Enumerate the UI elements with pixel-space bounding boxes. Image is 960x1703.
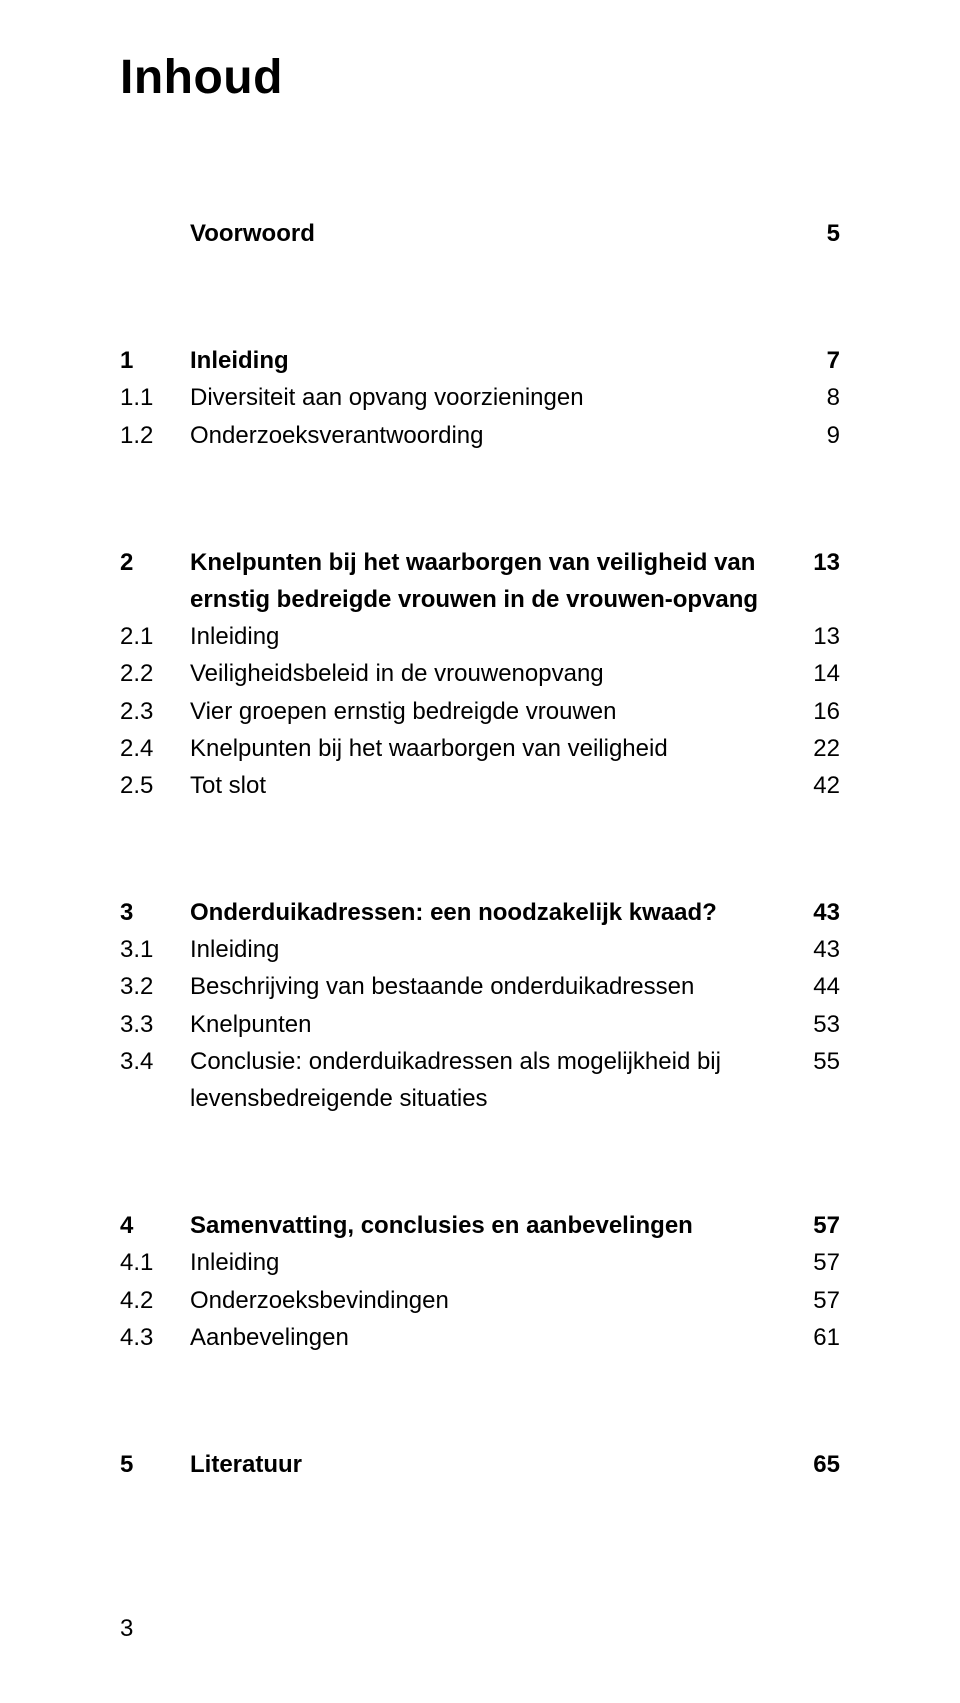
toc-entry-page: 14 bbox=[790, 655, 840, 692]
toc-entry-page: 43 bbox=[790, 894, 840, 931]
toc-entry-number: 3.2 bbox=[120, 968, 190, 1005]
toc-entry-label: Inleiding bbox=[190, 931, 790, 968]
toc-entry-number: 2.5 bbox=[120, 767, 190, 804]
toc-entry-label: Vier groepen ernstig bedreigde vrouwen bbox=[190, 693, 790, 730]
toc-entry-page: 55 bbox=[790, 1043, 840, 1080]
toc-entry-label: Onderduikadressen: een noodzakelijk kwaa… bbox=[190, 894, 790, 931]
toc-entry-page: 43 bbox=[790, 931, 840, 968]
page-number: 3 bbox=[120, 1615, 133, 1643]
toc-entry: 1Inleiding7 bbox=[120, 342, 840, 379]
toc-entry: 3Onderduikadressen: een noodzakelijk kwa… bbox=[120, 894, 840, 931]
toc-entry-label: Voorwoord bbox=[190, 215, 790, 252]
toc-entry-label: Samenvatting, conclusies en aanbevelinge… bbox=[190, 1207, 790, 1244]
toc-entry-label: Literatuur bbox=[190, 1446, 790, 1483]
toc-entry: Voorwoord5 bbox=[120, 215, 840, 252]
toc-entry-number: 1.1 bbox=[120, 379, 190, 416]
toc-entry-page: 61 bbox=[790, 1319, 840, 1356]
toc-entry-number: 3.3 bbox=[120, 1006, 190, 1043]
toc-entry-number: 4.2 bbox=[120, 1282, 190, 1319]
toc-entry-page: 22 bbox=[790, 730, 840, 767]
toc-entry-page: 44 bbox=[790, 968, 840, 1005]
toc-section: 2Knelpunten bij het waarborgen van veili… bbox=[120, 544, 840, 804]
toc-section: 5Literatuur65 bbox=[120, 1446, 840, 1483]
toc-entry: 2.3Vier groepen ernstig bedreigde vrouwe… bbox=[120, 693, 840, 730]
toc-entry-label: Knelpunten bbox=[190, 1006, 790, 1043]
toc-entry-page: 57 bbox=[790, 1207, 840, 1244]
toc-entry-page: 9 bbox=[790, 417, 840, 454]
toc-entry-label: Tot slot bbox=[190, 767, 790, 804]
toc-entry: 3.1Inleiding43 bbox=[120, 931, 840, 968]
toc-entry-label: Knelpunten bij het waarborgen van veilig… bbox=[190, 544, 790, 618]
toc-entry-number: 2 bbox=[120, 544, 190, 581]
toc-entry: 5Literatuur65 bbox=[120, 1446, 840, 1483]
toc-entry-number: 5 bbox=[120, 1446, 190, 1483]
toc-entry-number: 4.1 bbox=[120, 1244, 190, 1281]
toc-entry-label: Veiligheidsbeleid in de vrouwenopvang bbox=[190, 655, 790, 692]
toc-entry-label: Beschrijving van bestaande onderduikadre… bbox=[190, 968, 790, 1005]
toc-entry-label: Inleiding bbox=[190, 618, 790, 655]
toc-entry-number: 3.1 bbox=[120, 931, 190, 968]
toc-entry-label: Aanbevelingen bbox=[190, 1319, 790, 1356]
toc-entry-label: Onderzoeksbevindingen bbox=[190, 1282, 790, 1319]
toc-entry-number: 3 bbox=[120, 894, 190, 931]
toc-entry-label: Knelpunten bij het waarborgen van veilig… bbox=[190, 730, 790, 767]
toc-section: 1Inleiding71.1Diversiteit aan opvang voo… bbox=[120, 342, 840, 454]
toc-entry-page: 5 bbox=[790, 215, 840, 252]
toc-entry-number: 1.2 bbox=[120, 417, 190, 454]
toc-entry-page: 57 bbox=[790, 1282, 840, 1319]
toc-entry: 4.1Inleiding57 bbox=[120, 1244, 840, 1281]
toc-entry-label: Diversiteit aan opvang voorzieningen bbox=[190, 379, 790, 416]
toc-entry: 4.2Onderzoeksbevindingen57 bbox=[120, 1282, 840, 1319]
toc-entry: 3.4Conclusie: onderduikadressen als moge… bbox=[120, 1043, 840, 1117]
toc-entry: 4.3Aanbevelingen61 bbox=[120, 1319, 840, 1356]
page-title: Inhoud bbox=[120, 50, 840, 105]
toc-entry: 2Knelpunten bij het waarborgen van veili… bbox=[120, 544, 840, 618]
toc-entry-page: 42 bbox=[790, 767, 840, 804]
toc-entry-label: Onderzoeksverantwoording bbox=[190, 417, 790, 454]
toc-entry-page: 13 bbox=[790, 544, 840, 581]
toc-entry-number: 2.3 bbox=[120, 693, 190, 730]
toc-entry-page: 16 bbox=[790, 693, 840, 730]
toc-entry-number: 1 bbox=[120, 342, 190, 379]
toc-entry-page: 53 bbox=[790, 1006, 840, 1043]
toc-entry: 3.2Beschrijving van bestaande onderduika… bbox=[120, 968, 840, 1005]
toc-body: Voorwoord51Inleiding71.1Diversiteit aan … bbox=[120, 215, 840, 1483]
toc-entry: 2.1Inleiding13 bbox=[120, 618, 840, 655]
toc-entry-number: 2.4 bbox=[120, 730, 190, 767]
toc-entry-page: 57 bbox=[790, 1244, 840, 1281]
toc-entry: 4Samenvatting, conclusies en aanbeveling… bbox=[120, 1207, 840, 1244]
toc-entry-page: 13 bbox=[790, 618, 840, 655]
toc-entry: 2.2Veiligheidsbeleid in de vrouwenopvang… bbox=[120, 655, 840, 692]
toc-entry: 1.2Onderzoeksverantwoording9 bbox=[120, 417, 840, 454]
toc-section: 3Onderduikadressen: een noodzakelijk kwa… bbox=[120, 894, 840, 1117]
toc-entry-page: 65 bbox=[790, 1446, 840, 1483]
toc-entry-page: 7 bbox=[790, 342, 840, 379]
toc-entry: 2.5Tot slot42 bbox=[120, 767, 840, 804]
toc-entry-page: 8 bbox=[790, 379, 840, 416]
toc-entry-number: 2.2 bbox=[120, 655, 190, 692]
toc-section: 4Samenvatting, conclusies en aanbeveling… bbox=[120, 1207, 840, 1356]
toc-entry-number: 3.4 bbox=[120, 1043, 190, 1080]
toc-entry-label: Inleiding bbox=[190, 342, 790, 379]
toc-entry-number: 4.3 bbox=[120, 1319, 190, 1356]
toc-entry-label: Conclusie: onderduikadressen als mogelij… bbox=[190, 1043, 790, 1117]
toc-section: Voorwoord5 bbox=[120, 215, 840, 252]
toc-entry: 3.3Knelpunten53 bbox=[120, 1006, 840, 1043]
toc-entry: 1.1Diversiteit aan opvang voorzieningen8 bbox=[120, 379, 840, 416]
toc-entry-label: Inleiding bbox=[190, 1244, 790, 1281]
toc-entry: 2.4Knelpunten bij het waarborgen van vei… bbox=[120, 730, 840, 767]
document-page: Inhoud Voorwoord51Inleiding71.1Diversite… bbox=[0, 0, 960, 1703]
toc-entry-number: 4 bbox=[120, 1207, 190, 1244]
toc-entry-number: 2.1 bbox=[120, 618, 190, 655]
